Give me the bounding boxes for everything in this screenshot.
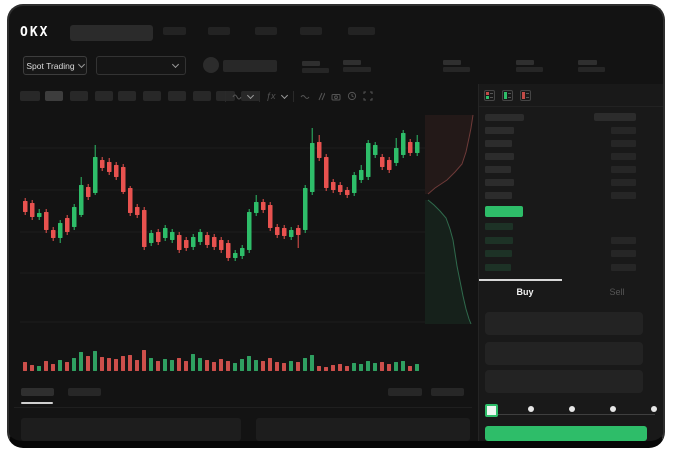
slider-stop-2[interactable] bbox=[569, 406, 575, 412]
nav-item-4[interactable] bbox=[300, 27, 322, 35]
timeframe-button-4[interactable] bbox=[95, 91, 113, 101]
okx-logo: OKX bbox=[20, 25, 50, 40]
orderbook-ask-row[interactable] bbox=[485, 127, 658, 134]
coin-avatar[interactable] bbox=[203, 57, 219, 73]
price-input[interactable] bbox=[485, 312, 643, 335]
timeframe-button-10[interactable] bbox=[241, 91, 260, 101]
wave-icon[interactable] bbox=[300, 92, 310, 101]
nav-item-2[interactable] bbox=[208, 27, 230, 35]
timeframe-button-8[interactable] bbox=[193, 91, 211, 101]
total-input[interactable] bbox=[485, 370, 643, 393]
fullscreen-icon[interactable] bbox=[363, 91, 373, 101]
timeframe-button-1[interactable] bbox=[20, 91, 40, 101]
orderbook-combined-view-icon[interactable] bbox=[484, 90, 495, 101]
last-price-placeholder bbox=[223, 60, 277, 72]
bottom-action-1[interactable] bbox=[388, 388, 422, 396]
buy-tab-label: Buy bbox=[516, 287, 534, 297]
market-type-label: Spot Trading bbox=[26, 60, 75, 71]
depth-profile bbox=[425, 112, 478, 325]
orderbook-header-left bbox=[485, 114, 524, 121]
nav-item-1[interactable] bbox=[163, 27, 186, 35]
nav-item-5[interactable] bbox=[348, 27, 375, 35]
tab-buy[interactable]: Buy bbox=[479, 283, 571, 301]
amount-slider-track[interactable] bbox=[490, 414, 655, 415]
buy-submit-button[interactable] bbox=[485, 426, 647, 441]
pair-dropdown[interactable] bbox=[96, 56, 186, 75]
bottom-tab-1-active[interactable] bbox=[21, 388, 54, 396]
chevron-down-icon[interactable] bbox=[280, 91, 288, 99]
slider-stop-3[interactable] bbox=[610, 406, 616, 412]
orderbook-asks-view-icon[interactable] bbox=[520, 90, 531, 101]
orderbook-ask-row[interactable] bbox=[485, 153, 658, 160]
orderbook-bid-row[interactable] bbox=[485, 223, 658, 230]
orderbook-bids-view-icon[interactable] bbox=[502, 90, 513, 101]
timeframe-button-7[interactable] bbox=[168, 91, 186, 101]
trade-sidebar: Buy Sell bbox=[478, 84, 663, 441]
orderbook-ask-row[interactable] bbox=[485, 166, 658, 173]
orderbook-bid-row[interactable] bbox=[485, 236, 658, 244]
last-price-button[interactable] bbox=[485, 206, 523, 217]
amount-input[interactable] bbox=[485, 342, 643, 365]
divider bbox=[479, 106, 663, 107]
candlestick-chart[interactable] bbox=[20, 112, 425, 380]
indicator-wave-icon[interactable] bbox=[232, 92, 242, 101]
chevron-down-icon bbox=[171, 60, 180, 69]
timeframe-button-5[interactable] bbox=[118, 91, 136, 101]
sell-tab-label: Sell bbox=[609, 287, 625, 297]
slider-stop-1[interactable] bbox=[528, 406, 534, 412]
bottom-action-2[interactable] bbox=[431, 388, 464, 396]
divider bbox=[225, 90, 226, 102]
tab-sell[interactable]: Sell bbox=[571, 283, 663, 301]
divider bbox=[259, 90, 260, 102]
bottom-tab-active-indicator bbox=[21, 402, 53, 404]
chevron-down-icon bbox=[77, 60, 85, 69]
clock-icon[interactable] bbox=[347, 91, 357, 101]
orderbook-ask-row[interactable] bbox=[485, 192, 658, 199]
orderbook-header-right bbox=[594, 113, 636, 121]
timeframe-button-6[interactable] bbox=[143, 91, 161, 101]
orderbook-bid-row[interactable] bbox=[485, 250, 658, 257]
divider bbox=[14, 407, 472, 408]
divider bbox=[292, 90, 294, 102]
search-input[interactable] bbox=[70, 25, 153, 41]
compare-icon[interactable] bbox=[316, 92, 325, 101]
orders-panel-placeholder-2 bbox=[256, 418, 470, 441]
timeframe-button-3[interactable] bbox=[70, 91, 88, 101]
slider-stop-4[interactable] bbox=[651, 406, 657, 412]
timeframe-button-2-selected[interactable] bbox=[45, 91, 63, 101]
app-window: OKX Spot Trading bbox=[7, 4, 665, 448]
chevron-down-icon[interactable] bbox=[246, 91, 255, 99]
orders-panel-placeholder-1 bbox=[21, 418, 241, 441]
market-type-selector[interactable]: Spot Trading bbox=[23, 56, 87, 75]
nav-item-3[interactable] bbox=[255, 27, 277, 35]
bottom-tab-2[interactable] bbox=[68, 388, 101, 396]
camera-icon[interactable] bbox=[331, 92, 341, 101]
chart-tools: ƒx bbox=[225, 90, 373, 102]
amount-slider-handle[interactable] bbox=[485, 404, 498, 417]
orderbook-ask-row[interactable] bbox=[485, 179, 658, 186]
orderbook-bid-row[interactable] bbox=[485, 263, 658, 271]
orderbook-ask-row[interactable] bbox=[485, 140, 658, 147]
buy-tab-active-indicator bbox=[479, 279, 562, 281]
function-icon[interactable]: ƒx bbox=[266, 91, 276, 101]
